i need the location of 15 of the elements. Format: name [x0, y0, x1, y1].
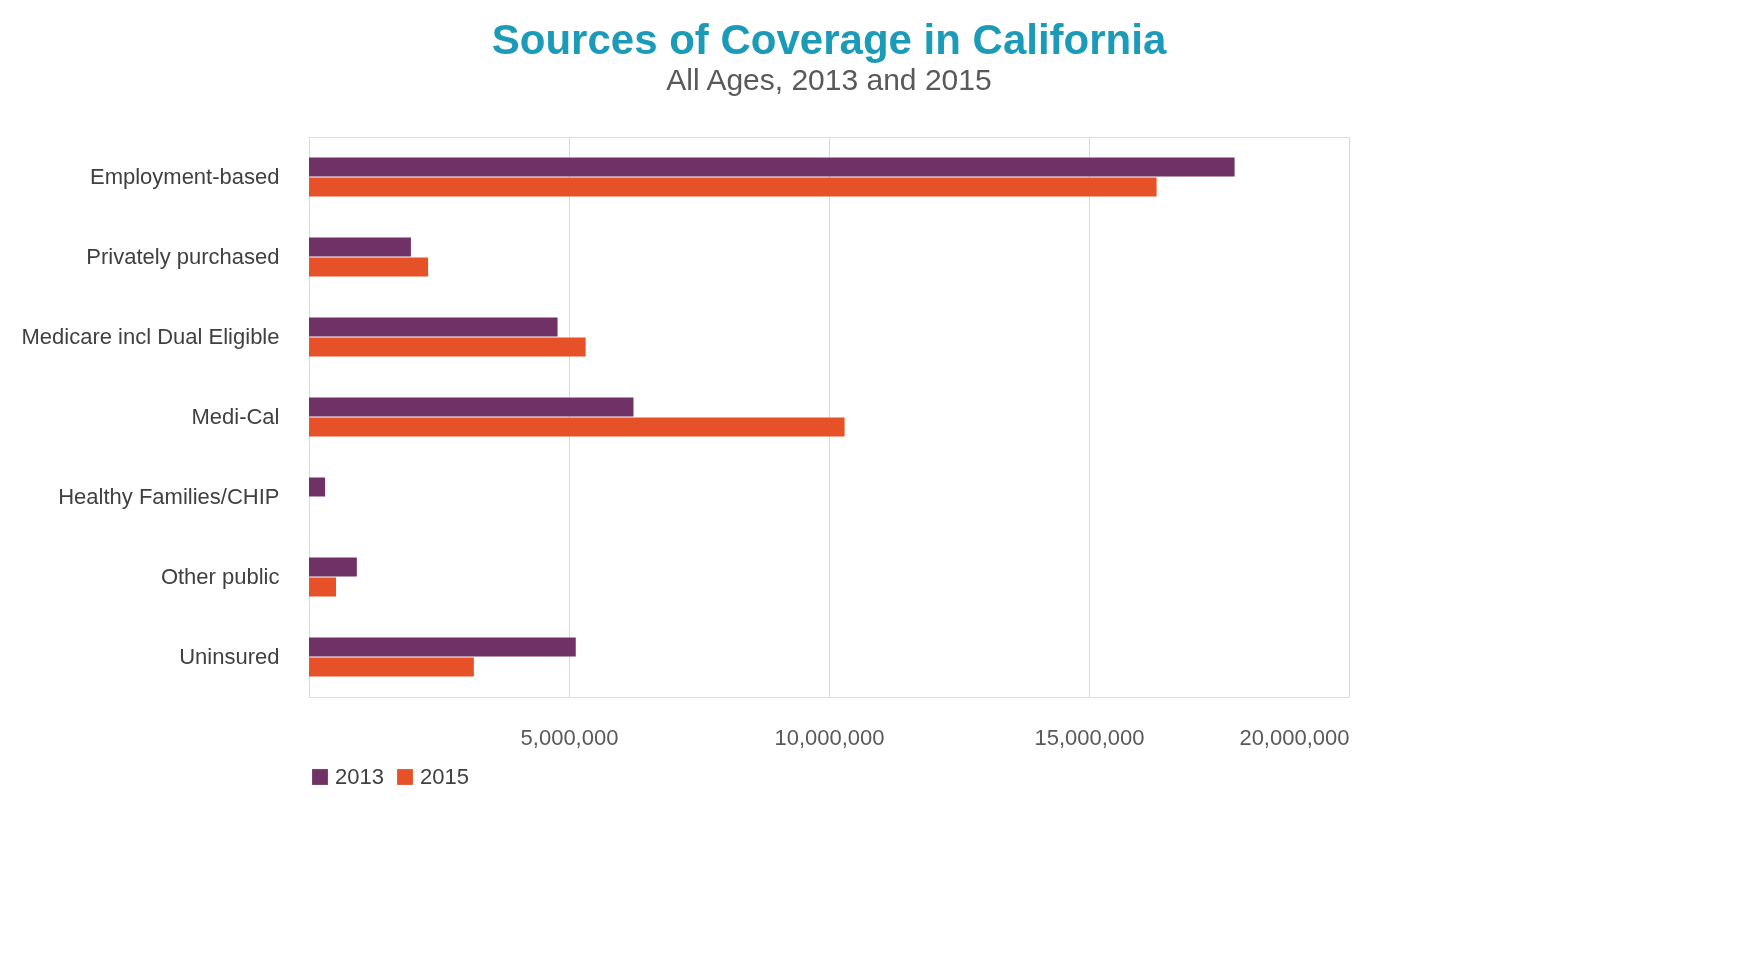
x-tick-label: 5,000,000: [520, 724, 619, 750]
x-tick-label: 10,000,000: [774, 724, 885, 750]
legend-label: 2013: [335, 764, 384, 789]
x-tick-label: 20,000,000: [1239, 724, 1350, 750]
x-tick-label: 15,000,000: [1034, 724, 1145, 750]
y-tick-label: Privately purchased: [86, 244, 280, 269]
y-tick-label: Medicare incl Dual Eligible: [21, 324, 280, 349]
y-tick-label: Healthy Families/CHIP: [58, 484, 280, 509]
y-tick-label: Employment-based: [89, 164, 280, 189]
y-tick-label: Other public: [160, 564, 280, 589]
chart-title: Sources of Coverage in California: [491, 16, 1167, 63]
y-tick-label: Uninsured: [179, 644, 280, 669]
y-tick-label: Medi-Cal: [191, 404, 280, 429]
legend-label: 2015: [420, 764, 469, 789]
chart-subtitle: All Ages, 2013 and 2015: [666, 63, 992, 96]
